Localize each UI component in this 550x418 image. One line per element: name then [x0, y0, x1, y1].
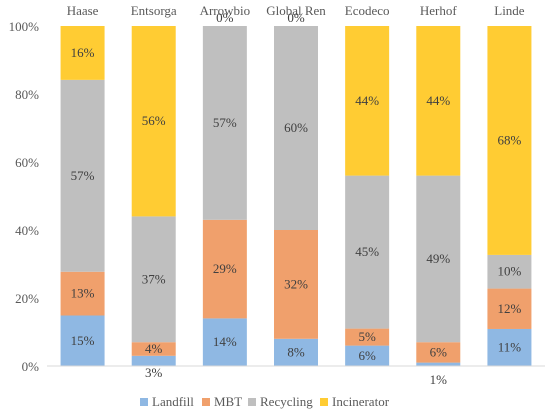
category-label: Linde: [494, 3, 525, 18]
bar-segment-incinerator: [131, 26, 176, 217]
segment-value-label: 29%: [213, 261, 237, 276]
legend-swatch: [202, 398, 210, 406]
bar-segment-mbt: [274, 230, 318, 339]
segment-value-label: 0%: [216, 10, 234, 25]
bar-segment-landfill: [131, 355, 176, 366]
segment-value-label: 0%: [287, 10, 305, 25]
legend-label: Landfill: [152, 394, 194, 409]
segment-value-label: 37%: [142, 271, 166, 286]
y-axis-ticks: 0% 20% 40% 60% 80% 100%: [9, 19, 40, 374]
y-tick-label: 0%: [22, 359, 40, 374]
y-tick-label: 100%: [9, 19, 40, 34]
y-tick-label: 60%: [15, 155, 39, 170]
y-tick-label: 40%: [15, 223, 39, 238]
bar-segment-landfill: [345, 345, 390, 366]
bar-segment-landfill: [487, 328, 532, 366]
category-label: Ecodeco: [345, 3, 390, 18]
segment-labels: 15% 13% 57% 16% 3% 4% 37% 56% 14% 29% 57% 0% 8% 32% 60…: [71, 10, 522, 387]
segment-value-label: 14%: [213, 334, 237, 349]
category-label: Arrowbio: [200, 3, 251, 18]
bar-segment-mbt: [202, 219, 247, 319]
legend-label: Incinerator: [332, 394, 390, 409]
bar-segment-recycling: [274, 26, 318, 230]
segment-value-label: 49%: [426, 251, 450, 266]
y-tick-label: 80%: [15, 87, 39, 102]
bar-segment-recycling: [487, 254, 532, 289]
segment-value-label: 56%: [142, 113, 166, 128]
category-label: Global Ren: [266, 3, 326, 18]
bar-segment-landfill: [274, 338, 318, 366]
bar-segment-landfill: [202, 318, 247, 366]
segment-value-label: 12%: [498, 301, 522, 316]
bar-segment-mbt: [487, 288, 532, 329]
segment-value-label: 57%: [213, 115, 237, 130]
bar-segment-incinerator: [60, 26, 105, 80]
legend-swatch: [320, 398, 328, 406]
segment-value-label: 6%: [430, 344, 448, 359]
bar-segment-incinerator: [345, 26, 390, 176]
bar-segment-mbt: [60, 271, 105, 316]
segment-value-label: 60%: [284, 120, 308, 135]
legend-swatch: [248, 398, 256, 406]
bar-segment-incinerator: [416, 26, 461, 176]
bar-segment-mbt: [131, 342, 176, 356]
segment-value-label: 4%: [145, 341, 163, 356]
category-label: Entsorga: [131, 3, 177, 18]
segment-value-label: 68%: [498, 132, 522, 147]
segment-value-label: 15%: [71, 333, 95, 348]
bar-segment-landfill: [60, 315, 105, 366]
segment-value-label: 5%: [358, 329, 376, 344]
bar-segment-mbt: [345, 328, 390, 346]
bar-segment-recycling: [131, 216, 176, 343]
segment-value-label: 8%: [287, 344, 305, 359]
bar-segment-landfill: [416, 362, 461, 366]
category-label: Herhof: [420, 3, 457, 18]
segment-value-label: 13%: [71, 286, 95, 301]
bar-segment-incinerator: [487, 26, 532, 255]
legend-label: Recycling: [260, 394, 313, 409]
legend-label: MBT: [214, 394, 242, 409]
segment-value-label: 3%: [145, 365, 163, 380]
segment-value-label: 44%: [426, 93, 450, 108]
segment-value-label: 32%: [284, 276, 308, 291]
bar-segment-recycling: [345, 175, 390, 329]
segment-value-label: 1%: [430, 372, 448, 387]
category-label: Haase: [67, 3, 99, 18]
bar-segment-recycling: [202, 26, 247, 220]
legend-swatch: [140, 398, 148, 406]
segment-value-label: 57%: [71, 168, 95, 183]
bar-segment-mbt: [416, 342, 461, 363]
segment-value-label: 16%: [71, 45, 95, 60]
bar-segment-recycling: [60, 79, 105, 272]
bar-stacks: [60, 26, 532, 366]
category-labels: Haase Entsorga Arrowbio Global Ren Ecodeco He…: [67, 3, 525, 18]
segment-value-label: 45%: [355, 244, 379, 259]
legend: Landfill MBT Recycling Incinerator: [140, 394, 390, 409]
segment-value-label: 44%: [355, 93, 379, 108]
y-tick-label: 20%: [15, 291, 39, 306]
segment-value-label: 10%: [498, 264, 522, 279]
bar-segment-recycling: [416, 175, 461, 343]
segment-value-label: 11%: [498, 339, 522, 354]
segment-value-label: 6%: [358, 348, 376, 363]
